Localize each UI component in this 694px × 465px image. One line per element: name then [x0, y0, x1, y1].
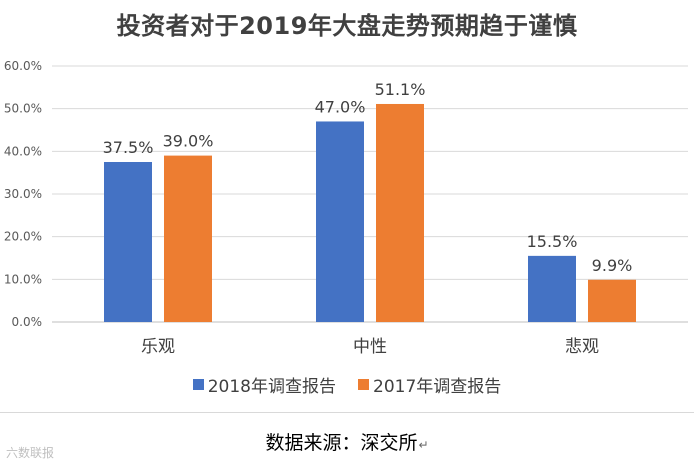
chart-legend: 2018年调查报告 2017年调查报告: [0, 372, 694, 397]
x-category-label: 乐观: [141, 337, 175, 357]
y-tick-label: 0.0%: [12, 315, 43, 329]
data-label: 47.0%: [315, 97, 366, 116]
bar-chart: 0.0% 10.0% 20.0% 30.0% 40.0% 50.0% 60.0% 37.5% 3…: [4, 59, 688, 357]
data-label: 9.9%: [592, 256, 633, 275]
legend-item-2018: 2018年调查报告: [192, 372, 336, 397]
legend-item-2017: 2017年调查报告: [358, 372, 501, 397]
bar-2017-2: [588, 279, 636, 322]
chart-title: 投资者对于2019年大盘走势预期趋于谨慎: [116, 12, 578, 40]
source-note: 数据来源：深交所↵: [0, 428, 694, 455]
x-category-label: 中性: [353, 337, 387, 357]
watermark-text: 六数联报: [6, 446, 55, 460]
data-label: 39.0%: [163, 132, 214, 151]
bar-2018-1: [316, 121, 364, 322]
source-text: 数据来源：深交所: [265, 432, 418, 454]
x-category-label: 悲观: [565, 337, 599, 357]
bar-2017-1: [376, 103, 424, 323]
data-label: 37.5%: [103, 138, 154, 157]
data-label: 51.1%: [375, 80, 426, 99]
paragraph-return-icon: ↵: [418, 438, 429, 452]
legend-swatch-2017: [358, 379, 369, 390]
bar-2017-0: [164, 155, 212, 322]
y-tick-label: 10.0%: [4, 272, 42, 286]
y-tick-label: 60.0%: [4, 59, 42, 73]
legend-label-2018: 2018年调查报告: [207, 377, 336, 397]
bar-2018-0: [104, 162, 152, 322]
divider-line: [0, 412, 694, 413]
watermark-logo: 六数联报: [6, 444, 54, 461]
legend-swatch-2018: [192, 379, 204, 390]
data-label: 15.5%: [527, 232, 578, 251]
y-tick-label: 40.0%: [4, 144, 42, 158]
bar-2018-2: [528, 255, 576, 322]
y-tick-label: 20.0%: [4, 230, 42, 244]
legend-label-2017: 2017年调查报告: [373, 377, 502, 397]
y-tick-label: 50.0%: [4, 102, 42, 116]
y-tick-label: 30.0%: [4, 187, 42, 201]
